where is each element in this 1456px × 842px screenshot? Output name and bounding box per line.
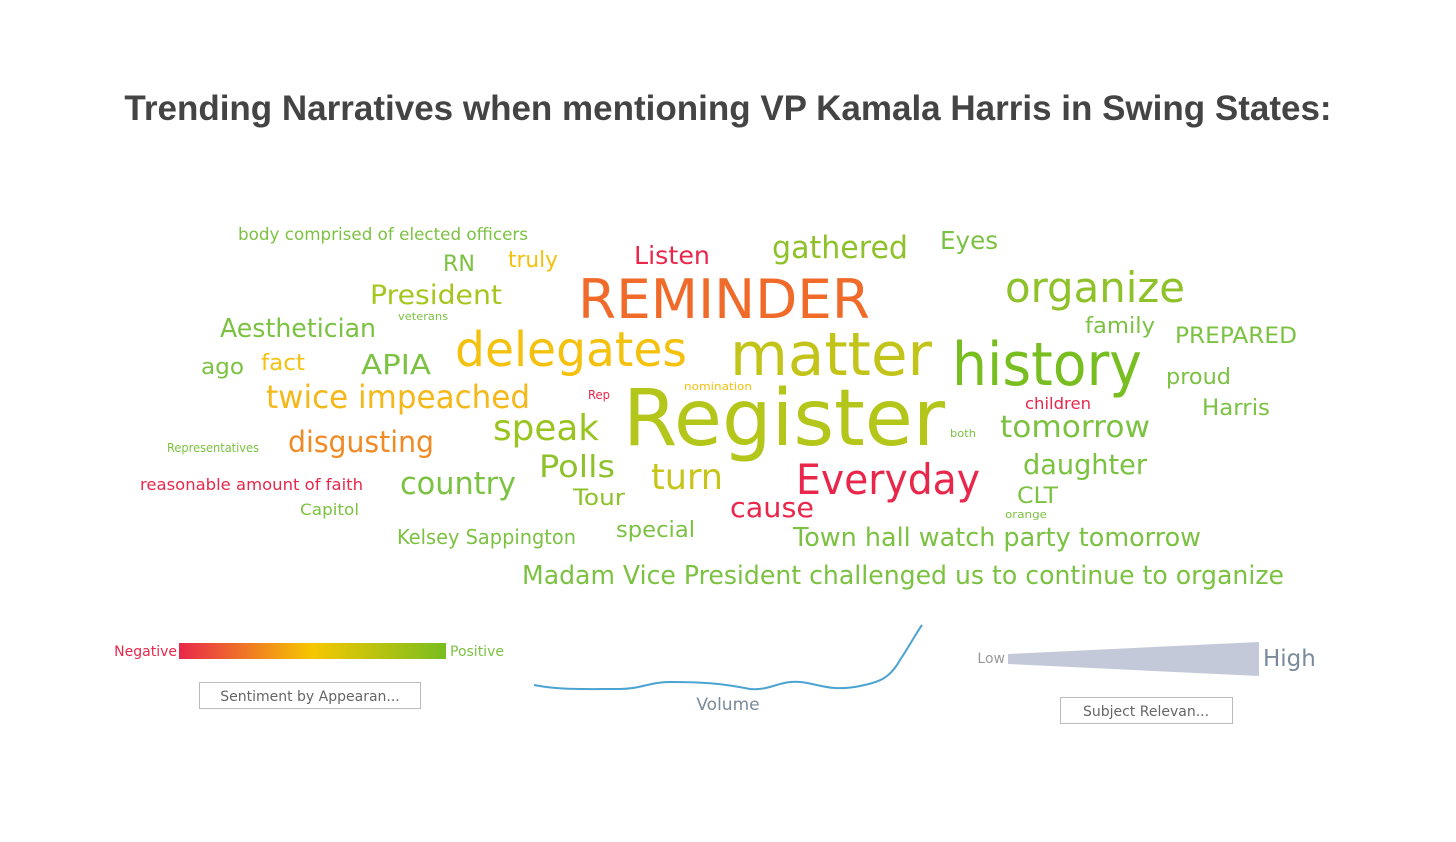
word: special xyxy=(616,518,695,543)
word: nomination xyxy=(684,380,752,393)
word: orange xyxy=(1005,508,1047,521)
word: daughter xyxy=(1023,448,1147,481)
word-cloud: body comprised of elected officers RN trul… xyxy=(140,225,1297,591)
title: Trending Narratives when mentioning VP K… xyxy=(124,89,1331,128)
high-label: High xyxy=(1263,646,1316,672)
sentiment-gradient xyxy=(179,643,446,659)
word: organize xyxy=(1005,263,1185,312)
word: CLT xyxy=(1017,484,1059,509)
positive-label: Positive xyxy=(450,644,504,660)
word: fact xyxy=(261,351,305,376)
word: ago xyxy=(201,355,244,380)
word: Capitol xyxy=(300,500,359,519)
word: proud xyxy=(1166,365,1231,390)
word: Aesthetician xyxy=(220,314,376,344)
relevance-button[interactable] xyxy=(1060,697,1233,724)
word: RN xyxy=(443,252,475,277)
word: reasonable amount of faith xyxy=(140,475,363,494)
word: Polls xyxy=(539,450,615,485)
word: Harris xyxy=(1202,396,1270,421)
negative-label: Negative xyxy=(114,644,177,660)
word: Representatives xyxy=(167,441,259,455)
word: tomorrow xyxy=(1000,410,1150,445)
word: Madam Vice President challenged us to co… xyxy=(522,561,1284,591)
word: REMINDER xyxy=(578,268,870,331)
word: children xyxy=(1025,394,1091,413)
word: Register xyxy=(623,374,946,464)
word: gathered xyxy=(772,230,908,266)
word: both xyxy=(950,427,976,440)
word: Kelsey Sappington xyxy=(397,525,576,549)
word: Listen xyxy=(634,241,710,270)
word: body comprised of elected officers xyxy=(238,225,528,245)
word: Rep xyxy=(588,388,610,402)
word: Tour xyxy=(572,486,626,511)
word: history xyxy=(952,330,1142,400)
word: speak xyxy=(493,408,599,449)
word: Everyday xyxy=(796,455,980,504)
relevance-wedge xyxy=(1008,642,1259,676)
word: cause xyxy=(730,491,814,524)
word: Town hall watch party tomorrow xyxy=(792,523,1201,553)
word: turn xyxy=(651,457,723,498)
word: APIA xyxy=(361,348,431,381)
word: veterans xyxy=(398,310,448,323)
low-label: Low xyxy=(977,651,1005,667)
word: Eyes xyxy=(940,226,998,255)
sentiment-button[interactable] xyxy=(199,682,421,709)
word: truly xyxy=(508,248,558,273)
word: family xyxy=(1085,314,1155,339)
word: PREPARED xyxy=(1175,324,1297,349)
word: disgusting xyxy=(288,425,434,459)
word: delegates xyxy=(455,322,687,378)
relevance-button-label: Subject Relevan... xyxy=(1083,704,1209,720)
word: twice impeached xyxy=(266,378,530,416)
sentiment-button-label: Sentiment by Appearan... xyxy=(220,689,400,705)
word: President xyxy=(370,280,502,311)
volume-label: Volume xyxy=(696,695,759,715)
word: country xyxy=(400,466,516,502)
volume-line xyxy=(533,624,923,691)
word: matter xyxy=(730,320,932,390)
